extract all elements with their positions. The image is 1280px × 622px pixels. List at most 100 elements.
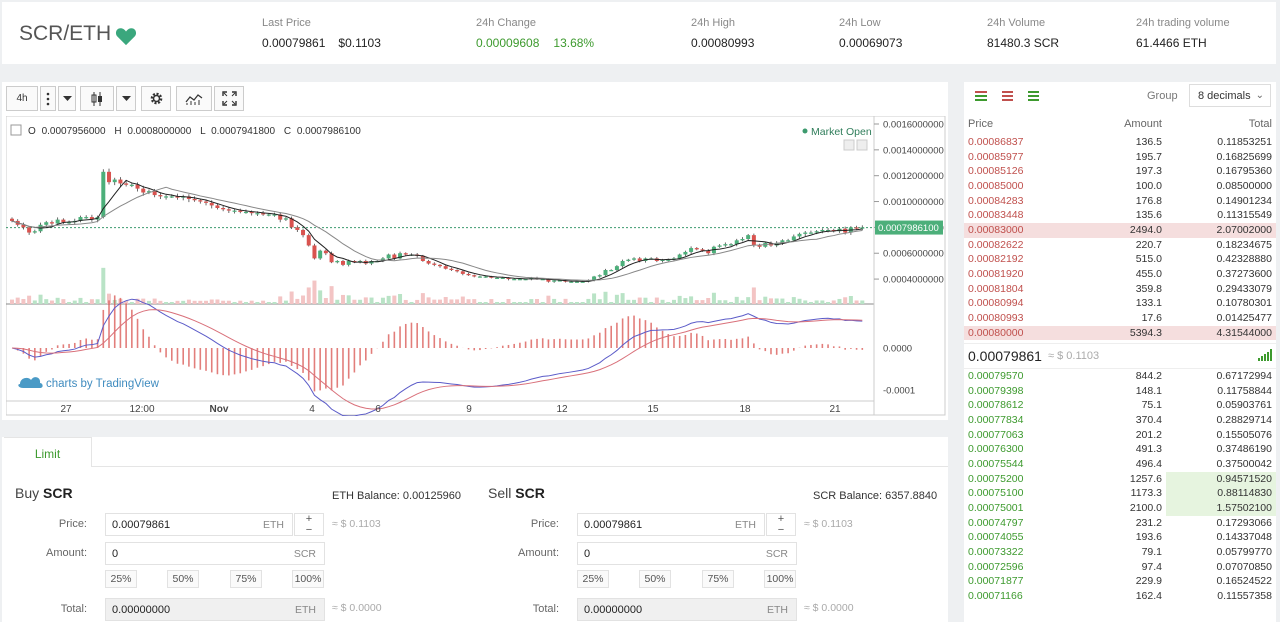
interval-button[interactable]: 4h [6, 86, 38, 111]
ask-row[interactable]: 0.00081804 359.8 0.29433079 [964, 282, 1276, 297]
candle [146, 191, 151, 193]
ask-row[interactable]: 0.00085977 195.7 0.16825699 [964, 150, 1276, 165]
sell-75-button[interactable]: 75% [702, 570, 734, 588]
volume-bar [848, 296, 853, 304]
ask-row[interactable]: 0.00081920 455.0 0.37273600 [964, 267, 1276, 282]
buy-amount-input[interactable]: 0 SCR [105, 542, 325, 565]
bid-amount: 231.2 [1135, 516, 1162, 529]
buy-price-stepper[interactable]: + − [294, 513, 324, 536]
bid-row[interactable]: 0.00072596 97.4 0.07070850 [964, 560, 1276, 575]
chart-settings-button[interactable] [141, 86, 171, 111]
chart-panel: 4h 0.0016000000 0.0014000000 0.0012000000 0… [2, 82, 948, 420]
ask-row[interactable]: 0.00085126 197.3 0.16795360 [964, 164, 1276, 179]
sell-price-stepper[interactable]: + − [766, 513, 796, 536]
candle [477, 276, 482, 278]
stepper-plus[interactable]: + [305, 513, 313, 525]
bid-row[interactable]: 0.00071877 229.9 0.16524522 [964, 574, 1276, 589]
ask-row[interactable]: 0.00084283 176.8 0.14901234 [964, 194, 1276, 209]
ask-row[interactable]: 0.00083448 135.6 0.11315549 [964, 208, 1276, 223]
orderbook-header-amount: Amount [1124, 118, 1162, 130]
sell-100-button[interactable]: 100% [764, 570, 796, 588]
buy-25-button[interactable]: 25% [105, 570, 137, 588]
buy-100-button[interactable]: 100% [292, 570, 324, 588]
tab-limit[interactable]: Limit [4, 437, 92, 467]
candle [614, 266, 619, 271]
ask-amount: 515.0 [1135, 253, 1162, 266]
y-tick-label: 0.0010000000 [883, 197, 944, 208]
ask-amount: 136.5 [1135, 136, 1162, 148]
ask-row[interactable]: 0.00082192 515.0 0.42328880 [964, 252, 1276, 267]
interval-dropdown-button[interactable] [58, 86, 76, 111]
bid-total: 0.15505076 [1216, 428, 1272, 441]
ask-row[interactable]: 0.00083000 2494.0 2.07002000 [964, 222, 1276, 238]
bid-row[interactable]: 0.00079398 148.1 0.11758844 [964, 384, 1276, 399]
bid-row[interactable]: 0.00079570 844.2 0.67172994 [964, 369, 1276, 384]
bid-price: 0.00076300 [968, 443, 1024, 456]
volume-bar [637, 297, 642, 304]
orderbook-both-view-icon[interactable] [973, 89, 989, 103]
bid-row[interactable]: 0.00074797 231.2 0.17293066 [964, 516, 1276, 531]
buy-75-button[interactable]: 75% [230, 570, 262, 588]
bid-row[interactable]: 0.00074055 193.6 0.14337048 [964, 530, 1276, 545]
bids-list: 0.00079570 844.2 0.67172994 0.00079398 148.1… [964, 369, 1276, 604]
volume-bar [398, 294, 403, 304]
bid-price: 0.00072596 [968, 560, 1024, 573]
order-form: Limit Buy SCR ETH Balance: 0.00125960 Pr… [2, 437, 948, 622]
bid-row[interactable]: 0.00071166 162.4 0.11557358 [964, 589, 1276, 604]
ask-row[interactable]: 0.00082622 220.7 0.18234675 [964, 238, 1276, 253]
indicators-button[interactable] [176, 86, 212, 111]
ask-row[interactable]: 0.00086837 136.5 0.11853251 [964, 135, 1276, 150]
bid-row[interactable]: 0.00075544 496.4 0.37500042 [964, 457, 1276, 472]
candle [820, 229, 825, 232]
bid-row[interactable]: 0.00077063 201.2 0.15505076 [964, 428, 1276, 443]
candle [67, 222, 72, 224]
fullscreen-button[interactable] [214, 86, 244, 111]
tradingview-watermark[interactable]: charts by TradingView [18, 377, 160, 390]
bid-row[interactable]: 0.00077834 370.4 0.28829714 [964, 413, 1276, 428]
ask-row[interactable]: 0.00080000 5394.3 4.31544000 [964, 325, 1276, 341]
volume-bar [632, 299, 637, 304]
buy-price-input[interactable]: 0.00079861 ETH [105, 513, 293, 536]
bid-row[interactable]: 0.00073322 79.1 0.05799770 [964, 545, 1276, 560]
bid-amount: 201.2 [1135, 428, 1162, 441]
orderbook-asks-view-icon[interactable] [999, 89, 1015, 103]
volume-bar [689, 296, 694, 304]
volume-bar [49, 300, 54, 304]
orderbook-bids-view-icon[interactable] [1025, 89, 1041, 103]
ask-total: 0.42328880 [1216, 253, 1272, 266]
more-intervals-button[interactable] [40, 86, 56, 111]
ask-row[interactable]: 0.00085000 100.0 0.08500000 [964, 179, 1276, 194]
sell-25-button[interactable]: 25% [577, 570, 609, 588]
buy-50-button[interactable]: 50% [167, 570, 199, 588]
candle [215, 205, 220, 208]
volume-bar [791, 297, 796, 304]
bid-row[interactable]: 0.00076300 491.3 0.37486190 [964, 442, 1276, 457]
volume-bar [21, 299, 26, 304]
price-chart[interactable]: 0.0016000000 0.0014000000 0.0012000000 0.00… [6, 116, 946, 416]
bid-row[interactable]: 0.00075001 2100.0 1.57502100 [964, 500, 1276, 516]
volume-bar [837, 298, 842, 304]
stepper-minus[interactable]: − [777, 524, 785, 536]
bid-row[interactable]: 0.00075100 1173.3 0.88114830 [964, 486, 1276, 501]
ask-row[interactable]: 0.00080994 133.1 0.10780301 [964, 296, 1276, 311]
volume-bar [84, 302, 89, 304]
candle [198, 200, 203, 202]
chart-type-dropdown-button[interactable] [116, 86, 136, 111]
volume-bar [15, 297, 20, 304]
ask-amount: 220.7 [1135, 238, 1162, 251]
stat-24h-high: 24h High 0.00080993 [691, 17, 754, 50]
bid-row[interactable]: 0.00078612 75.1 0.05903761 [964, 398, 1276, 413]
ask-row[interactable]: 0.00080993 17.6 0.01425477 [964, 311, 1276, 326]
volume-bar [643, 297, 648, 304]
chart-type-button[interactable] [80, 86, 114, 111]
bid-row[interactable]: 0.00075200 1257.6 0.94571520 [964, 471, 1276, 487]
sell-50-button[interactable]: 50% [639, 570, 671, 588]
sell-price-input[interactable]: 0.00079861 ETH [577, 513, 765, 536]
bid-amount: 79.1 [1141, 545, 1162, 558]
stepper-minus[interactable]: − [305, 524, 313, 536]
favorite-heart-icon[interactable] [115, 26, 137, 46]
group-select[interactable]: 8 decimals ⌄ [1189, 84, 1271, 107]
sell-amount-input[interactable]: 0 SCR [577, 542, 797, 565]
stepper-plus[interactable]: + [777, 513, 785, 525]
market-status: Market Open [811, 126, 872, 138]
